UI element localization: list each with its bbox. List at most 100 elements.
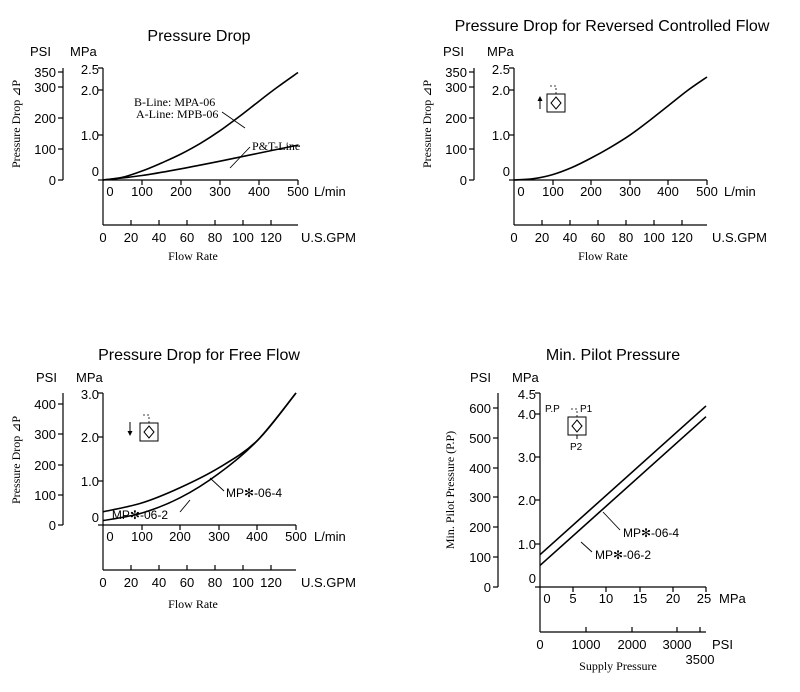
chart4-annot-leader xyxy=(580,541,593,553)
chart3-yptick: 400 xyxy=(34,397,56,412)
chart2-yptick: 300 xyxy=(445,80,467,95)
chart4-ymtick: 4.0 xyxy=(518,407,536,422)
chart2-yptick: 200 xyxy=(445,111,467,126)
chart3-yptick: 200 xyxy=(34,458,56,473)
chart2-psi-unit: PSI xyxy=(443,44,464,59)
chart1-annot-leader xyxy=(221,111,246,129)
chart4-xtick: 5 xyxy=(569,591,576,606)
chart1-x2tick: 60 xyxy=(180,230,194,245)
chart3-mpa-unit: MPa xyxy=(76,370,104,385)
chart2-xtick: 300 xyxy=(619,184,641,199)
chart4-yptick: 500 xyxy=(469,431,491,446)
chart1-xtick: 400 xyxy=(248,184,270,199)
chart4-x-unit: MPa xyxy=(719,591,747,606)
chart3-xtick: 400 xyxy=(246,529,268,544)
chart1-yptick: 200 xyxy=(34,111,56,126)
chart3-x2tick: 80 xyxy=(208,575,222,590)
chart1-x2-unit: U.S.GPM xyxy=(301,230,356,245)
chart4-xtick: 25 xyxy=(697,591,711,606)
chart3-ymtick: 2.0 xyxy=(81,430,99,445)
chart4-yptick: 0 xyxy=(484,580,491,595)
chart4-x2tick: 1000 xyxy=(572,637,601,652)
chart1-x-label: Flow Rate xyxy=(168,249,218,263)
chart4-x2tick: 3000 xyxy=(663,637,692,652)
chart-reversed-controlled-flow: Pressure Drop for Reversed Controlled Fl… xyxy=(420,18,770,263)
chart1-x2tick: 0 xyxy=(99,230,106,245)
chart1-ymtick: 2.0 xyxy=(81,83,99,98)
chart4-xtick: 20 xyxy=(666,591,680,606)
chart3-ymtick: 1.0 xyxy=(81,474,99,489)
chart4-yptick: 100 xyxy=(469,550,491,565)
chart3-title: Pressure Drop for Free Flow xyxy=(98,347,300,364)
chart2-yptick: 100 xyxy=(445,142,467,157)
chart2-ymtick: 1.0 xyxy=(492,128,510,143)
chart3-x2tick: 40 xyxy=(152,575,166,590)
symbol-label-p2: P2 xyxy=(570,442,583,453)
chart1-yptick: 350 xyxy=(34,65,56,80)
chart-min-pilot-pressure: Min. Pilot Pressure PSI MPa Min. Pilot P… xyxy=(443,347,747,673)
chart2-x-unit: L/min xyxy=(724,184,756,199)
chart1-series-bline-aline xyxy=(102,71,299,181)
chart2-x2tick: 0 xyxy=(510,230,517,245)
chart2-x2tick: 40 xyxy=(563,230,577,245)
chart1-series-pt-line xyxy=(102,144,299,181)
chart1-annot-leader xyxy=(229,146,251,169)
chart1-yptick: 300 xyxy=(34,80,56,95)
chart2-series-reversed xyxy=(513,76,708,181)
check-valve-symbol-icon xyxy=(537,85,566,113)
chart3-x-unit: L/min xyxy=(314,529,346,544)
chart2-mpa-unit: MPa xyxy=(487,44,515,59)
symbol-label-pp: P.P xyxy=(545,404,560,415)
chart2-x-label: Flow Rate xyxy=(578,249,628,263)
chart1-annot-aline: A-Line: MPB-06 xyxy=(136,107,218,121)
chart4-ymtick: 2.0 xyxy=(518,493,536,508)
chart1-mpa-unit: MPa xyxy=(70,44,98,59)
chart4-x2-unit: PSI xyxy=(712,637,733,652)
chart2-x2tick: 20 xyxy=(535,230,549,245)
chart2-ymtick: 2.5 xyxy=(492,62,510,77)
chart3-ymtick: 0 xyxy=(92,510,99,525)
chart1-xtick: 500 xyxy=(287,184,309,199)
chart1-xtick: 200 xyxy=(170,184,192,199)
chart4-x2tick: 2000 xyxy=(618,637,647,652)
chart1-ymtick: 0 xyxy=(92,164,99,179)
chart1-ymtick: 1.0 xyxy=(81,128,99,143)
chart4-series-mp-06-2 xyxy=(539,416,707,567)
chart2-x2tick: 100 xyxy=(643,230,665,245)
chart4-ymtick: 0 xyxy=(529,571,536,586)
chart1-psi-unit: PSI xyxy=(30,44,51,59)
chart4-xtick: 0 xyxy=(543,591,550,606)
chart4-yptick: 200 xyxy=(469,520,491,535)
chart1-yptick: 100 xyxy=(34,142,56,157)
chart4-annot-06-4: MP✻-06-4 xyxy=(623,526,679,540)
chart1-x2tick: 120 xyxy=(260,230,282,245)
chart2-xtick: 0 xyxy=(517,184,524,199)
chart4-ymtick: 1.0 xyxy=(518,537,536,552)
chart-free-flow: Pressure Drop for Free Flow PSI MPa Pres… xyxy=(9,347,356,611)
chart3-y-label: Pressure Drop ⊿P xyxy=(9,416,23,504)
chart1-ymtick: 2.5 xyxy=(81,62,99,77)
chart3-yptick: 300 xyxy=(34,427,56,442)
chart2-ymtick: 2.0 xyxy=(492,83,510,98)
chart1-x-unit: L/min xyxy=(314,184,346,199)
chart2-xtick: 500 xyxy=(696,184,718,199)
chart3-ymtick: 3.0 xyxy=(81,387,99,402)
chart1-annot-bline: B-Line: MPA-06 xyxy=(134,95,215,109)
chart4-annot-leader xyxy=(602,511,621,531)
chart1-y-label: Pressure Drop ⊿P xyxy=(9,80,23,168)
chart4-ymtick: 3.0 xyxy=(518,450,536,465)
chart1-annot-pt: P&T-Line xyxy=(252,139,300,153)
chart2-ymtick: 0 xyxy=(503,164,510,179)
chart2-x2tick: 120 xyxy=(671,230,693,245)
chart2-y-label: Pressure Drop ⊿P xyxy=(420,80,434,168)
chart1-x2tick: 20 xyxy=(124,230,138,245)
chart1-xtick: 300 xyxy=(209,184,231,199)
chart1-yptick: 0 xyxy=(49,173,56,188)
chart3-annot-06-2: MP✻-06-2 xyxy=(112,508,168,522)
chart3-yptick: 100 xyxy=(34,488,56,503)
chart2-x2-unit: U.S.GPM xyxy=(712,230,767,245)
chart1-x2tick: 80 xyxy=(208,230,222,245)
chart4-yptick: 400 xyxy=(469,461,491,476)
chart4-x2tick: 3500 xyxy=(686,652,715,667)
